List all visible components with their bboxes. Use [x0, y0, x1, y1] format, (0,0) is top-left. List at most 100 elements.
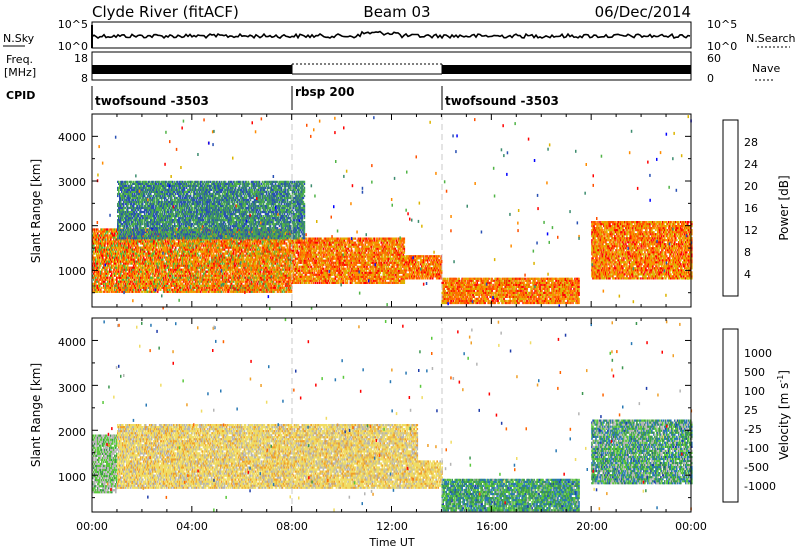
- data-cell: [253, 275, 255, 277]
- data-cell: [234, 240, 236, 242]
- data-cell: [116, 265, 118, 267]
- data-cell: [238, 283, 240, 285]
- data-cell: [167, 247, 169, 249]
- data-cell: [129, 245, 131, 247]
- data-cell: [248, 271, 250, 273]
- data-cell: [110, 238, 112, 240]
- data-cell: [201, 240, 203, 242]
- data-cell: [172, 247, 174, 249]
- data-cell: [198, 251, 200, 253]
- data-cell: [172, 275, 174, 277]
- data-cell: [140, 265, 142, 267]
- data-cell: [201, 263, 203, 265]
- data-cell: [97, 279, 99, 281]
- data-cell: [118, 253, 120, 255]
- data-cell: [148, 242, 150, 244]
- data-cell: [198, 263, 200, 265]
- data-cell: [188, 267, 190, 269]
- data-cell: [101, 271, 103, 273]
- data-cell: [228, 249, 230, 251]
- data-cell: [242, 245, 244, 247]
- data-cell: [196, 255, 198, 257]
- data-cell: [102, 240, 104, 242]
- data-cell: [242, 275, 244, 277]
- data-cell: [115, 261, 117, 263]
- data-cell: [118, 269, 120, 271]
- data-cell: [113, 251, 115, 253]
- data-cell: [247, 240, 249, 242]
- data-cell: [98, 236, 100, 238]
- data-cell: [104, 291, 106, 293]
- data-cell: [143, 257, 145, 259]
- data-cell: [240, 269, 242, 271]
- data-cell: [250, 263, 252, 265]
- data-cell: [164, 255, 166, 257]
- data-cell: [155, 275, 157, 277]
- data-cell: [116, 279, 118, 281]
- data-cell: [112, 232, 114, 234]
- data-cell: [95, 257, 97, 259]
- data-cell: [105, 236, 107, 238]
- data-cell: [101, 275, 103, 277]
- data-cell: [145, 267, 147, 269]
- data-cell: [188, 289, 190, 291]
- data-cell: [149, 251, 151, 253]
- data-cell: [173, 279, 175, 281]
- data-cell: [179, 267, 181, 269]
- data-cell: [241, 273, 243, 275]
- data-cell: [257, 249, 259, 251]
- data-cell: [143, 255, 145, 257]
- data-cell: [187, 281, 189, 283]
- data-cell: [201, 245, 203, 247]
- data-cell: [168, 245, 170, 247]
- data-cell: [114, 249, 116, 251]
- data-cell: [99, 257, 101, 259]
- data-cell: [224, 255, 226, 257]
- data-cell: [166, 285, 168, 287]
- data-cell: [237, 267, 239, 269]
- data-cell: [211, 247, 213, 249]
- data-cell: [221, 265, 223, 267]
- data-cell: [200, 247, 202, 249]
- data-cell: [247, 261, 249, 263]
- data-cell: [152, 261, 154, 263]
- data-cell: [181, 277, 183, 279]
- data-cell: [165, 269, 167, 271]
- data-cell: [114, 234, 116, 236]
- data-cell: [158, 245, 160, 247]
- data-cell: [135, 265, 137, 267]
- data-cell: [260, 283, 262, 285]
- data-cell: [241, 267, 243, 269]
- data-cell: [107, 277, 109, 279]
- cpid-segment-2: rbsp 200: [295, 85, 354, 99]
- data-cell: [249, 273, 251, 275]
- data-cell: [178, 253, 180, 255]
- data-cell: [140, 261, 142, 263]
- data-cell: [184, 253, 186, 255]
- data-cell: [151, 247, 153, 249]
- data-cell: [159, 283, 161, 285]
- data-cell: [109, 265, 111, 267]
- data-cell: [108, 238, 110, 240]
- data-cell: [116, 263, 118, 265]
- data-cell: [156, 261, 158, 263]
- data-cell: [214, 269, 216, 271]
- data-cell: [194, 240, 196, 242]
- data-cell: [219, 269, 221, 271]
- data-cell: [236, 275, 238, 277]
- data-cell: [245, 277, 247, 279]
- data-cell: [226, 271, 228, 273]
- data-cell: [220, 273, 222, 275]
- data-cell: [183, 269, 185, 271]
- data-cell: [114, 289, 116, 291]
- data-cell: [224, 273, 226, 275]
- data-cell: [203, 277, 205, 279]
- data-cell: [138, 249, 140, 251]
- data-cell: [120, 273, 122, 275]
- data-cell: [238, 245, 240, 247]
- data-cell: [197, 257, 199, 259]
- data-cell: [160, 257, 162, 259]
- data-cell: [257, 259, 259, 261]
- data-cell: [225, 291, 227, 293]
- data-cell: [118, 251, 120, 253]
